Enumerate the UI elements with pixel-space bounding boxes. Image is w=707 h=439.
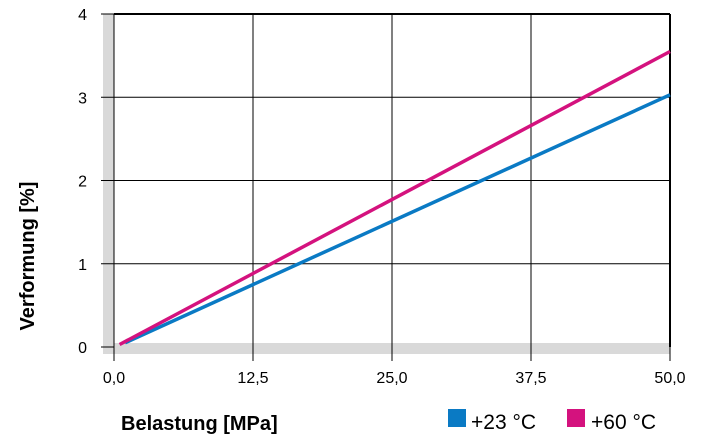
y-tick-label: 1 bbox=[78, 257, 87, 274]
x-tick-label: 25,0 bbox=[376, 370, 407, 387]
y-tick-label: 4 bbox=[78, 7, 87, 24]
grid bbox=[101, 13, 671, 361]
y-tick-labels: 0 1 2 3 4 bbox=[78, 7, 87, 357]
series-line-1 bbox=[124, 93, 671, 345]
x-tick-label: 50,0 bbox=[654, 370, 685, 387]
x-tick-label: 0,0 bbox=[103, 370, 125, 387]
y-tick-label: 0 bbox=[78, 340, 87, 357]
x-tick-labels: 0,0 12,5 25,0 37,5 50,0 bbox=[103, 370, 686, 387]
series-line-2 bbox=[118, 49, 671, 347]
y-tick-label: 3 bbox=[78, 90, 87, 107]
x-axis-title: Belastung [MPa] bbox=[121, 413, 278, 435]
legend-swatch-series-2 bbox=[567, 409, 585, 427]
y-tick-label: 2 bbox=[78, 174, 87, 191]
x-tick-label: 12,5 bbox=[237, 370, 268, 387]
series-lines bbox=[118, 49, 671, 347]
y-axis-title: Verformung [%] bbox=[17, 182, 39, 331]
legend-label-series-2: +60 °C bbox=[591, 411, 656, 434]
y-axis-band bbox=[103, 14, 114, 354]
legend-label-series-1: +23 °C bbox=[471, 411, 536, 434]
x-tick-label: 37,5 bbox=[515, 370, 546, 387]
x-axis-band bbox=[103, 343, 670, 354]
legend-swatch-series-1 bbox=[448, 409, 466, 427]
legend: +23 °C +60 °C bbox=[448, 409, 656, 434]
